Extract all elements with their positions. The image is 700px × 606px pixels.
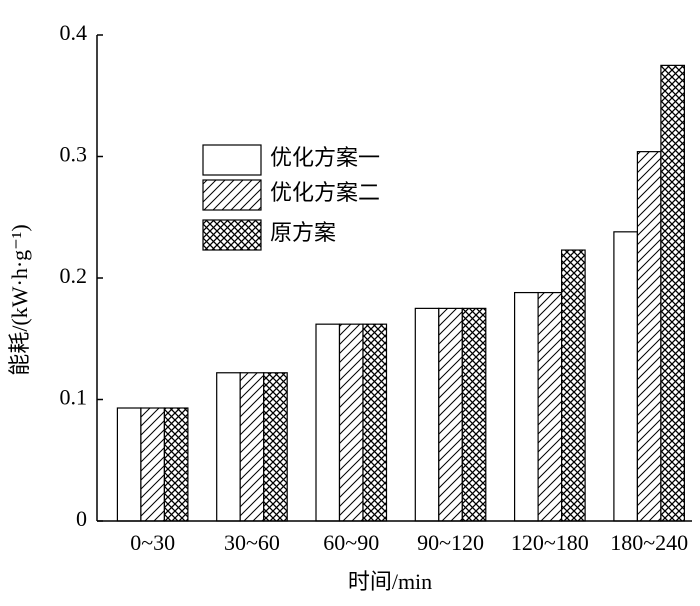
- y-tick-label: 0: [76, 506, 87, 531]
- bar: [163, 407, 189, 522]
- y-tick-label: 0.2: [60, 263, 88, 288]
- x-tick-label: 120~180: [511, 530, 589, 555]
- legend-label: 优化方案一: [270, 145, 380, 170]
- y-tick-label: 0.3: [60, 142, 88, 167]
- x-tick-label: 60~90: [323, 530, 379, 555]
- legend-swatch: [202, 144, 262, 176]
- legend-swatch: [202, 179, 262, 211]
- bar: [660, 64, 686, 522]
- bar: [362, 323, 388, 522]
- bar: [263, 372, 288, 522]
- bar: [613, 231, 639, 522]
- bar: [438, 307, 463, 522]
- bar: [461, 307, 487, 522]
- bar: [636, 151, 662, 522]
- bar: [239, 372, 265, 522]
- x-tick-label: 30~60: [224, 530, 280, 555]
- bar: [315, 323, 341, 522]
- bar: [338, 323, 364, 522]
- x-tick-label: 180~240: [610, 530, 688, 555]
- bar: [140, 407, 165, 522]
- y-tick-label: 0.1: [60, 385, 88, 410]
- legend-label: 优化方案二: [270, 180, 380, 205]
- bar: [116, 407, 142, 522]
- y-tick-label: 0.4: [60, 20, 88, 45]
- legend-swatch: [202, 219, 262, 251]
- x-tick-label: 0~30: [130, 530, 175, 555]
- x-axis-label: 时间/min: [348, 569, 432, 594]
- bar: [537, 291, 563, 522]
- bar: [560, 249, 586, 522]
- bar: [216, 372, 241, 522]
- legend-label: 原方案: [270, 220, 336, 245]
- bar: [414, 307, 440, 522]
- bar: [513, 291, 539, 522]
- y-axis-label: 能耗/(kW·h·g⁻¹): [7, 224, 32, 375]
- x-tick-label: 90~120: [417, 530, 484, 555]
